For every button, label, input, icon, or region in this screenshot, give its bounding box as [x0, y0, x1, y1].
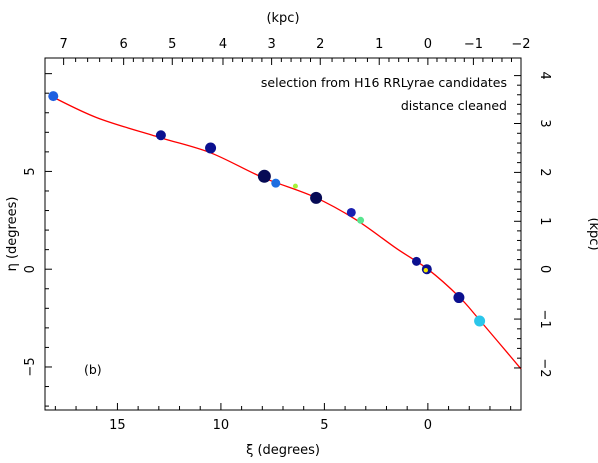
data-point [271, 178, 281, 188]
data-point [357, 216, 365, 224]
x-tick-label: 5 [320, 418, 328, 433]
y-tick-label: −5 [23, 357, 38, 376]
right-tick-label: 1 [537, 217, 552, 225]
curve-layer [48, 94, 522, 370]
top-tick-label: 0 [424, 37, 432, 52]
x-tick-label: 0 [424, 418, 432, 433]
y-axis-title: η (degrees) [5, 197, 20, 272]
top-tick-label: 6 [120, 37, 128, 52]
right-tick-label: 4 [537, 71, 552, 79]
x-tick-label: 15 [109, 418, 126, 433]
top-axis-title: (kpc) [266, 11, 299, 26]
fit-curve [48, 94, 522, 370]
data-point [257, 169, 271, 183]
data-point [411, 256, 421, 266]
x-axis-title: ξ (degrees) [246, 443, 320, 458]
right-tick-label: 0 [537, 265, 552, 273]
top-tick-label: 5 [168, 37, 176, 52]
top-tick-label: −1 [464, 37, 483, 52]
data-point [423, 267, 428, 273]
data-point [205, 142, 217, 154]
x-tick-label: 10 [213, 418, 230, 433]
top-tick-label: 3 [267, 37, 275, 52]
top-tick-label: 1 [375, 37, 383, 52]
annotation-line-2: distance cleaned [401, 98, 507, 113]
data-point [346, 207, 356, 217]
top-tick-label: −2 [511, 37, 530, 52]
right-tick-label: 3 [537, 119, 552, 127]
data-point [48, 91, 59, 102]
y-tick-label: 0 [23, 265, 38, 273]
y-tick-label: 5 [23, 167, 38, 175]
right-axis-title: (kpc) [586, 217, 598, 250]
panel-label: (b) [84, 362, 102, 377]
data-point [310, 191, 323, 204]
annotation-line-1: selection from H16 RRLyrae candidates [261, 75, 507, 90]
data-point [453, 292, 465, 304]
top-tick-label: 2 [316, 37, 324, 52]
data-point [292, 183, 298, 189]
right-tick-label: −2 [537, 358, 552, 377]
top-tick-label: 4 [219, 37, 227, 52]
right-tick-label: −1 [537, 309, 552, 328]
data-point [474, 315, 486, 327]
data-point [155, 130, 166, 141]
top-tick-label: 7 [59, 37, 67, 52]
points-layer [48, 91, 486, 327]
right-tick-label: 2 [537, 168, 552, 176]
